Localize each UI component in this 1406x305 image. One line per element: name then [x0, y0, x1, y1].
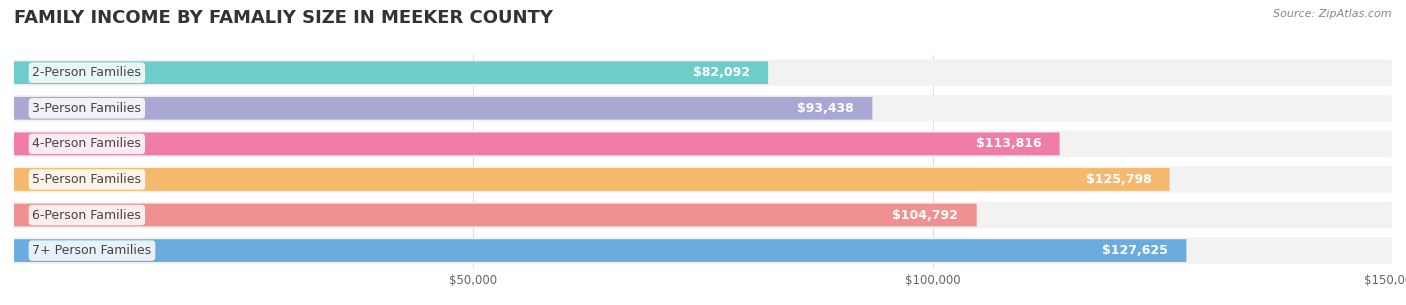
- FancyBboxPatch shape: [14, 97, 872, 120]
- FancyBboxPatch shape: [14, 95, 1392, 121]
- FancyBboxPatch shape: [14, 132, 1060, 155]
- Text: FAMILY INCOME BY FAMALIY SIZE IN MEEKER COUNTY: FAMILY INCOME BY FAMALIY SIZE IN MEEKER …: [14, 9, 553, 27]
- Text: Source: ZipAtlas.com: Source: ZipAtlas.com: [1274, 9, 1392, 19]
- FancyBboxPatch shape: [14, 239, 1187, 262]
- FancyBboxPatch shape: [14, 202, 1392, 228]
- FancyBboxPatch shape: [14, 166, 1392, 193]
- Text: $127,625: $127,625: [1102, 244, 1168, 257]
- Text: $82,092: $82,092: [693, 66, 749, 79]
- Text: 6-Person Families: 6-Person Families: [32, 209, 142, 221]
- Text: 5-Person Families: 5-Person Families: [32, 173, 142, 186]
- FancyBboxPatch shape: [14, 131, 1392, 157]
- Text: $125,798: $125,798: [1085, 173, 1152, 186]
- Text: 3-Person Families: 3-Person Families: [32, 102, 142, 115]
- Text: $113,816: $113,816: [976, 137, 1042, 150]
- FancyBboxPatch shape: [14, 204, 977, 226]
- FancyBboxPatch shape: [14, 59, 1392, 86]
- Text: 4-Person Families: 4-Person Families: [32, 137, 142, 150]
- Text: 2-Person Families: 2-Person Families: [32, 66, 142, 79]
- FancyBboxPatch shape: [14, 168, 1170, 191]
- FancyBboxPatch shape: [14, 237, 1392, 264]
- Text: 7+ Person Families: 7+ Person Families: [32, 244, 152, 257]
- Text: $93,438: $93,438: [797, 102, 853, 115]
- Text: $104,792: $104,792: [893, 209, 959, 221]
- FancyBboxPatch shape: [14, 61, 768, 84]
